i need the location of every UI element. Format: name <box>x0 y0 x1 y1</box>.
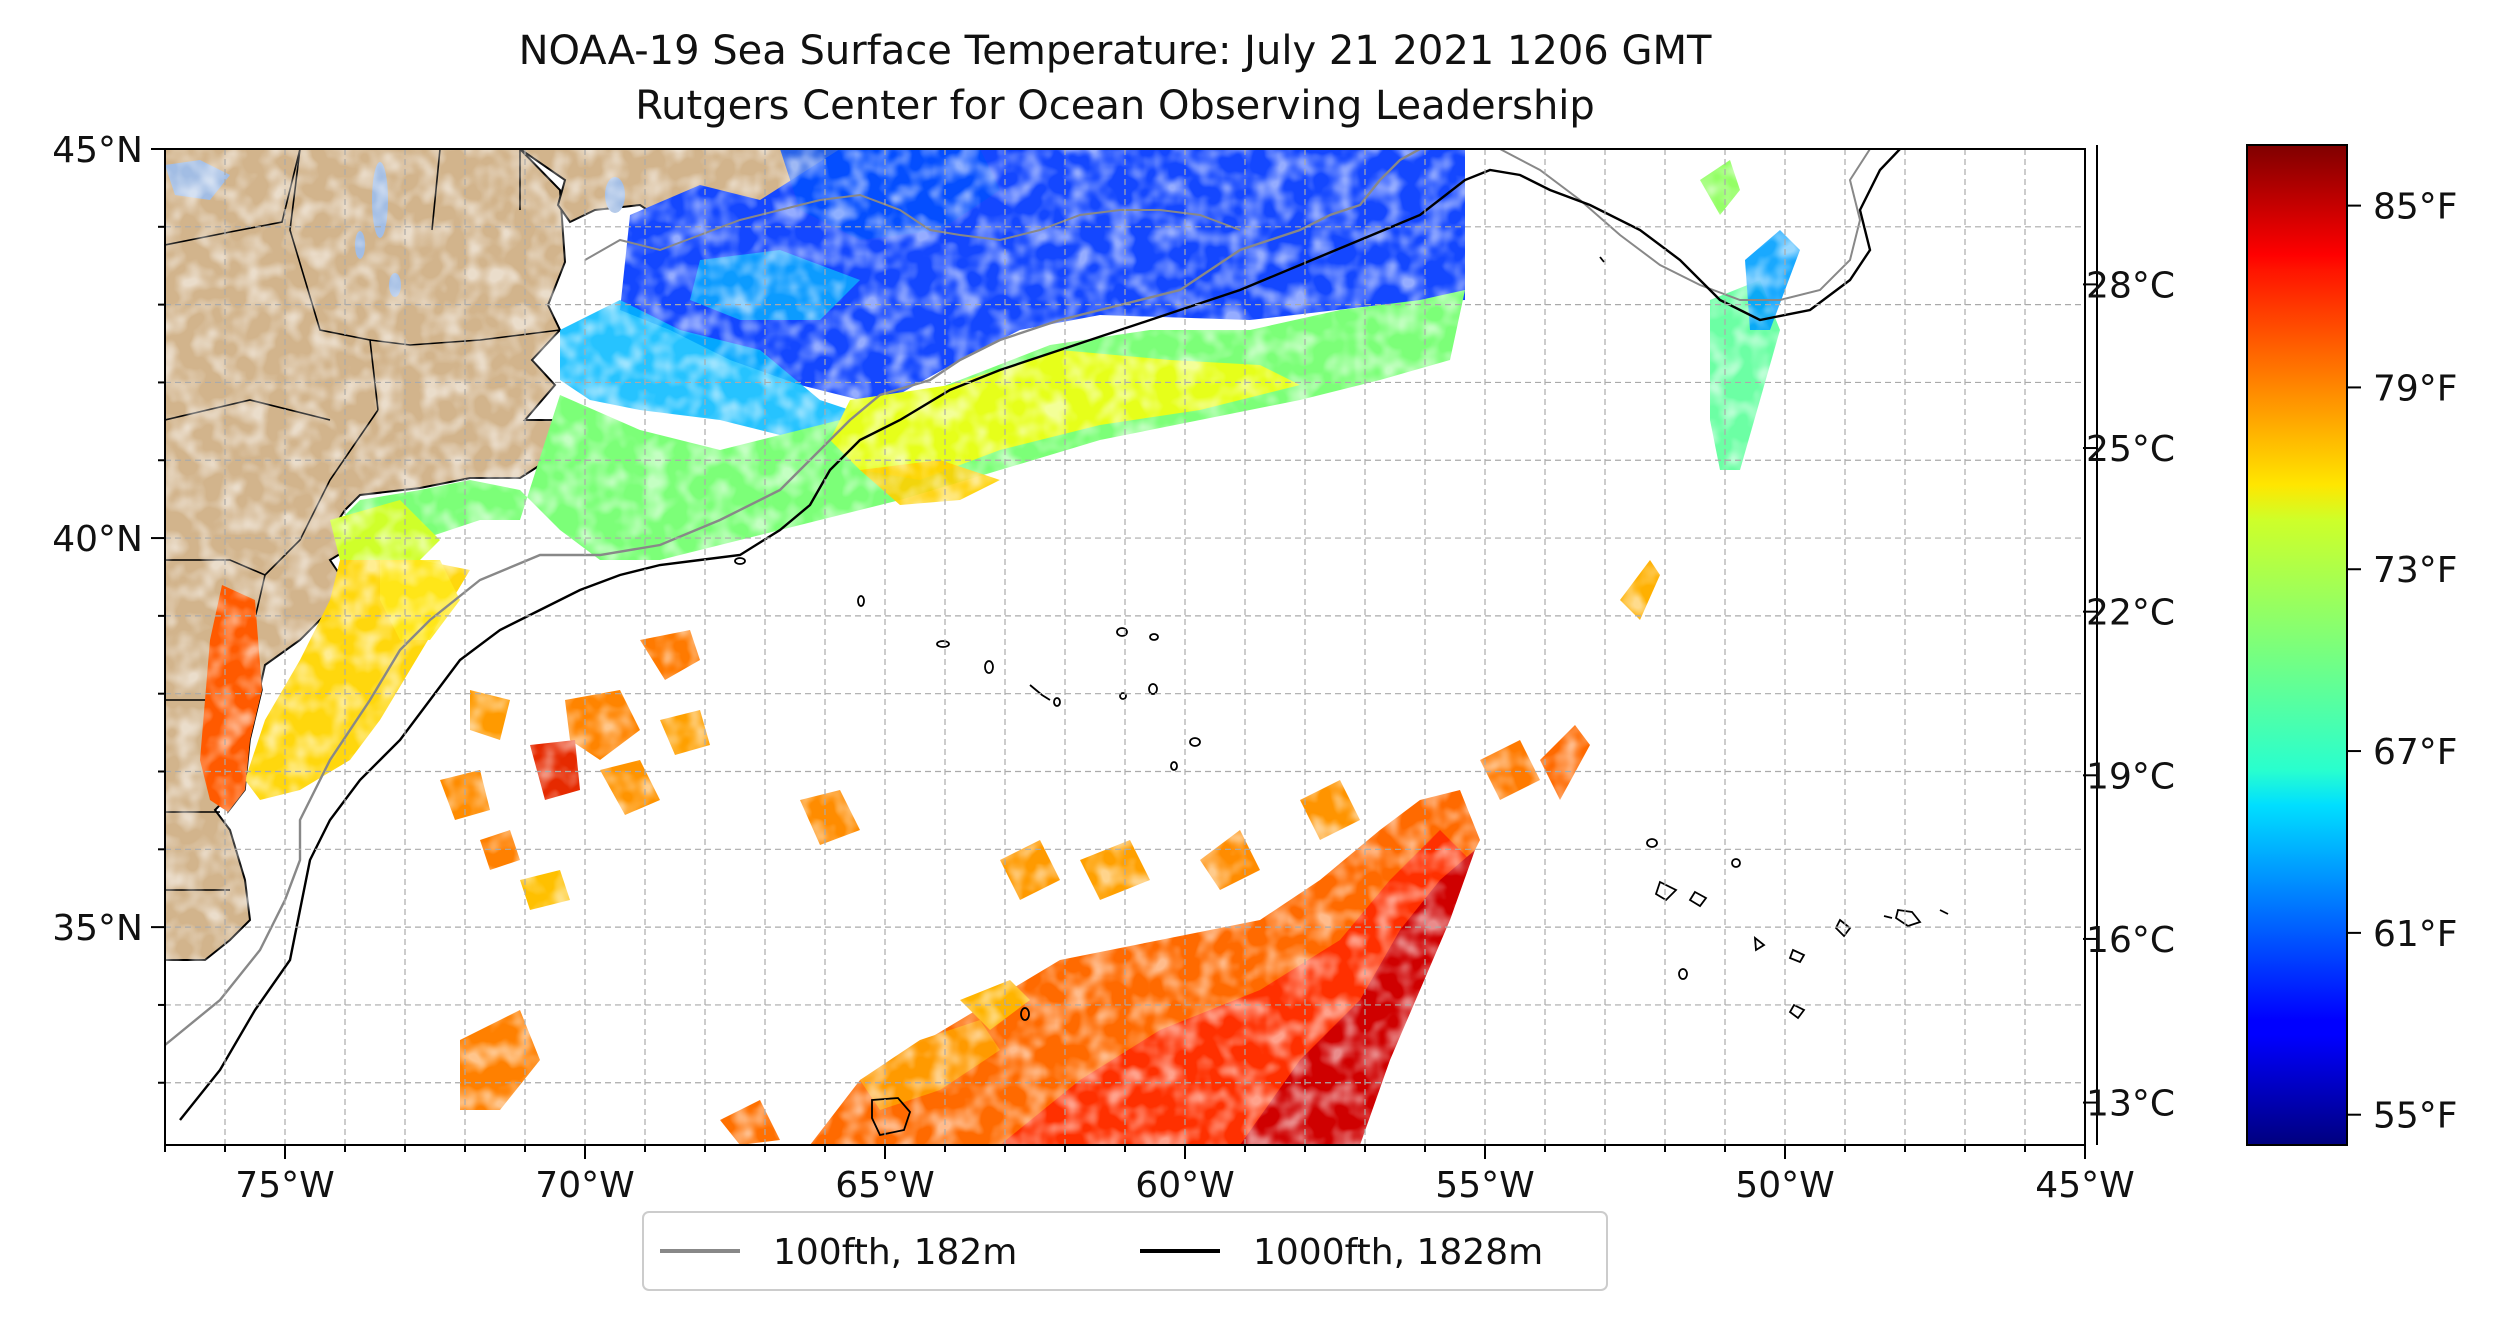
cbar-f-label: 67°F <box>2373 732 2458 773</box>
cbar-c-label: 25°C <box>2086 429 2175 470</box>
cbar-c-label: 16°C <box>2086 920 2175 961</box>
legend-box <box>642 1211 1608 1291</box>
isobath-1000fth <box>179 149 1901 1121</box>
lat-tick-label: 40°N <box>52 519 143 560</box>
cbar-f-label: 73°F <box>2373 550 2458 591</box>
colorbar-gradient <box>2246 144 2348 1146</box>
isobath-100fth <box>165 149 1421 1046</box>
map-panel <box>165 149 2085 1145</box>
lon-tick-label: 65°W <box>835 1165 934 1206</box>
lat-tick-label: 45°N <box>52 130 143 171</box>
colorbar: 55°F 61°F 67°F 73°F 79°F 85°F 13°C 16°C 19°C 22°… <box>2083 144 2458 1146</box>
cbar-c-label: 19°C <box>2086 756 2175 797</box>
seamount-outlines <box>734 256 1949 1137</box>
legend-label-100fth: 100fth, 182m <box>773 1232 1017 1273</box>
colorbar-celsius-ticks: 13°C 16°C 19°C 22°C 25°C 28°C <box>2083 145 2175 1145</box>
colorbar-fahrenheit-ticks: 55°F 61°F 67°F 73°F 79°F 85°F <box>2347 187 2458 1137</box>
lon-tick-label: 75°W <box>235 1165 334 1206</box>
lon-tick-label: 55°W <box>1435 1165 1534 1206</box>
longitude-axis: 75°W 70°W 65°W 60°W 55°W 50°W 45°W <box>164 1145 2135 1206</box>
cbar-c-label: 22°C <box>2086 593 2175 634</box>
cbar-f-label: 79°F <box>2373 368 2458 409</box>
latitude-axis: 45°N 40°N 35°N <box>52 130 165 1084</box>
cbar-f-label: 85°F <box>2373 187 2458 228</box>
lat-lon-grid <box>165 149 2085 1145</box>
lon-tick-label: 50°W <box>1735 1165 1834 1206</box>
isobath-legend: 100fth, 182m 1000fth, 1828m <box>642 1211 1608 1291</box>
cloud-mask <box>165 149 2085 1145</box>
cbar-f-label: 61°F <box>2373 914 2458 955</box>
legend-label-1000fth: 1000fth, 1828m <box>1253 1232 1543 1273</box>
lon-tick-label: 70°W <box>535 1165 634 1206</box>
isobath-100fth-gulf-of-maine <box>584 193 1241 261</box>
cbar-c-label: 28°C <box>2086 265 2175 306</box>
lat-tick-label: 35°N <box>52 908 143 949</box>
cbar-f-label: 55°F <box>2373 1096 2458 1137</box>
title-line-2: Rutgers Center for Ocean Observing Leade… <box>635 83 1595 129</box>
cbar-c-label: 13°C <box>2086 1084 2175 1125</box>
lon-tick-label: 45°W <box>2035 1165 2134 1206</box>
title-line-1: NOAA-19 Sea Surface Temperature: July 21… <box>519 28 1712 74</box>
lon-tick-label: 60°W <box>1135 1165 1234 1206</box>
